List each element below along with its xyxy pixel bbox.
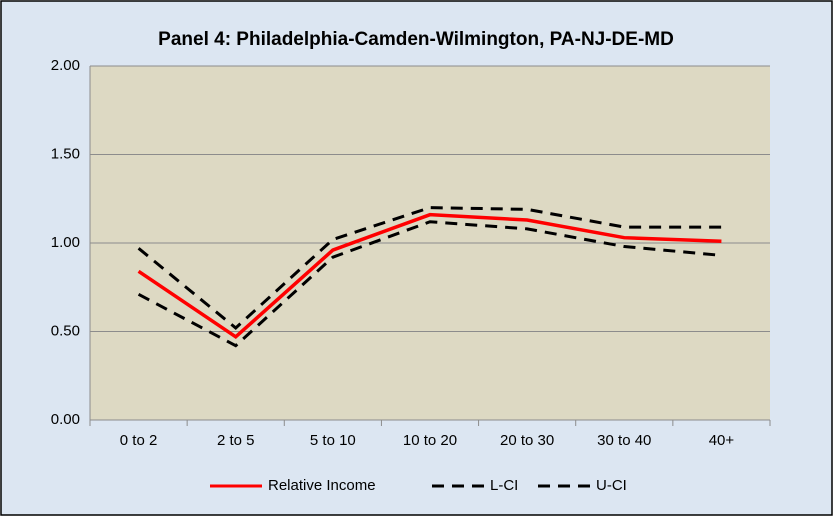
- x-tick-label: 40+: [709, 432, 735, 449]
- series-line: [137, 220, 722, 348]
- y-tick-label: 0.50: [51, 322, 80, 339]
- chart-title: Panel 4: Philadelphia-Camden-Wilmington,…: [158, 29, 674, 50]
- legend-label: U-CI: [596, 477, 627, 494]
- x-tick-label: 2 to 5: [217, 432, 255, 449]
- x-tick-label: 10 to 20: [403, 432, 457, 449]
- y-tick-label: 0.00: [51, 411, 80, 428]
- x-tick-label: 5 to 10: [310, 432, 356, 449]
- x-tick-label: 20 to 30: [500, 432, 554, 449]
- y-tick-label: 2.00: [51, 57, 80, 74]
- x-tick-label: 30 to 40: [597, 432, 651, 449]
- y-tick-label: 1.50: [51, 145, 80, 162]
- x-tick-label: 0 to 2: [120, 432, 158, 449]
- series-line: [137, 206, 722, 330]
- y-tick-label: 1.00: [51, 234, 80, 251]
- legend-label: Relative Income: [268, 477, 376, 494]
- legend-label: L-CI: [490, 477, 518, 494]
- series-line: [137, 212, 722, 340]
